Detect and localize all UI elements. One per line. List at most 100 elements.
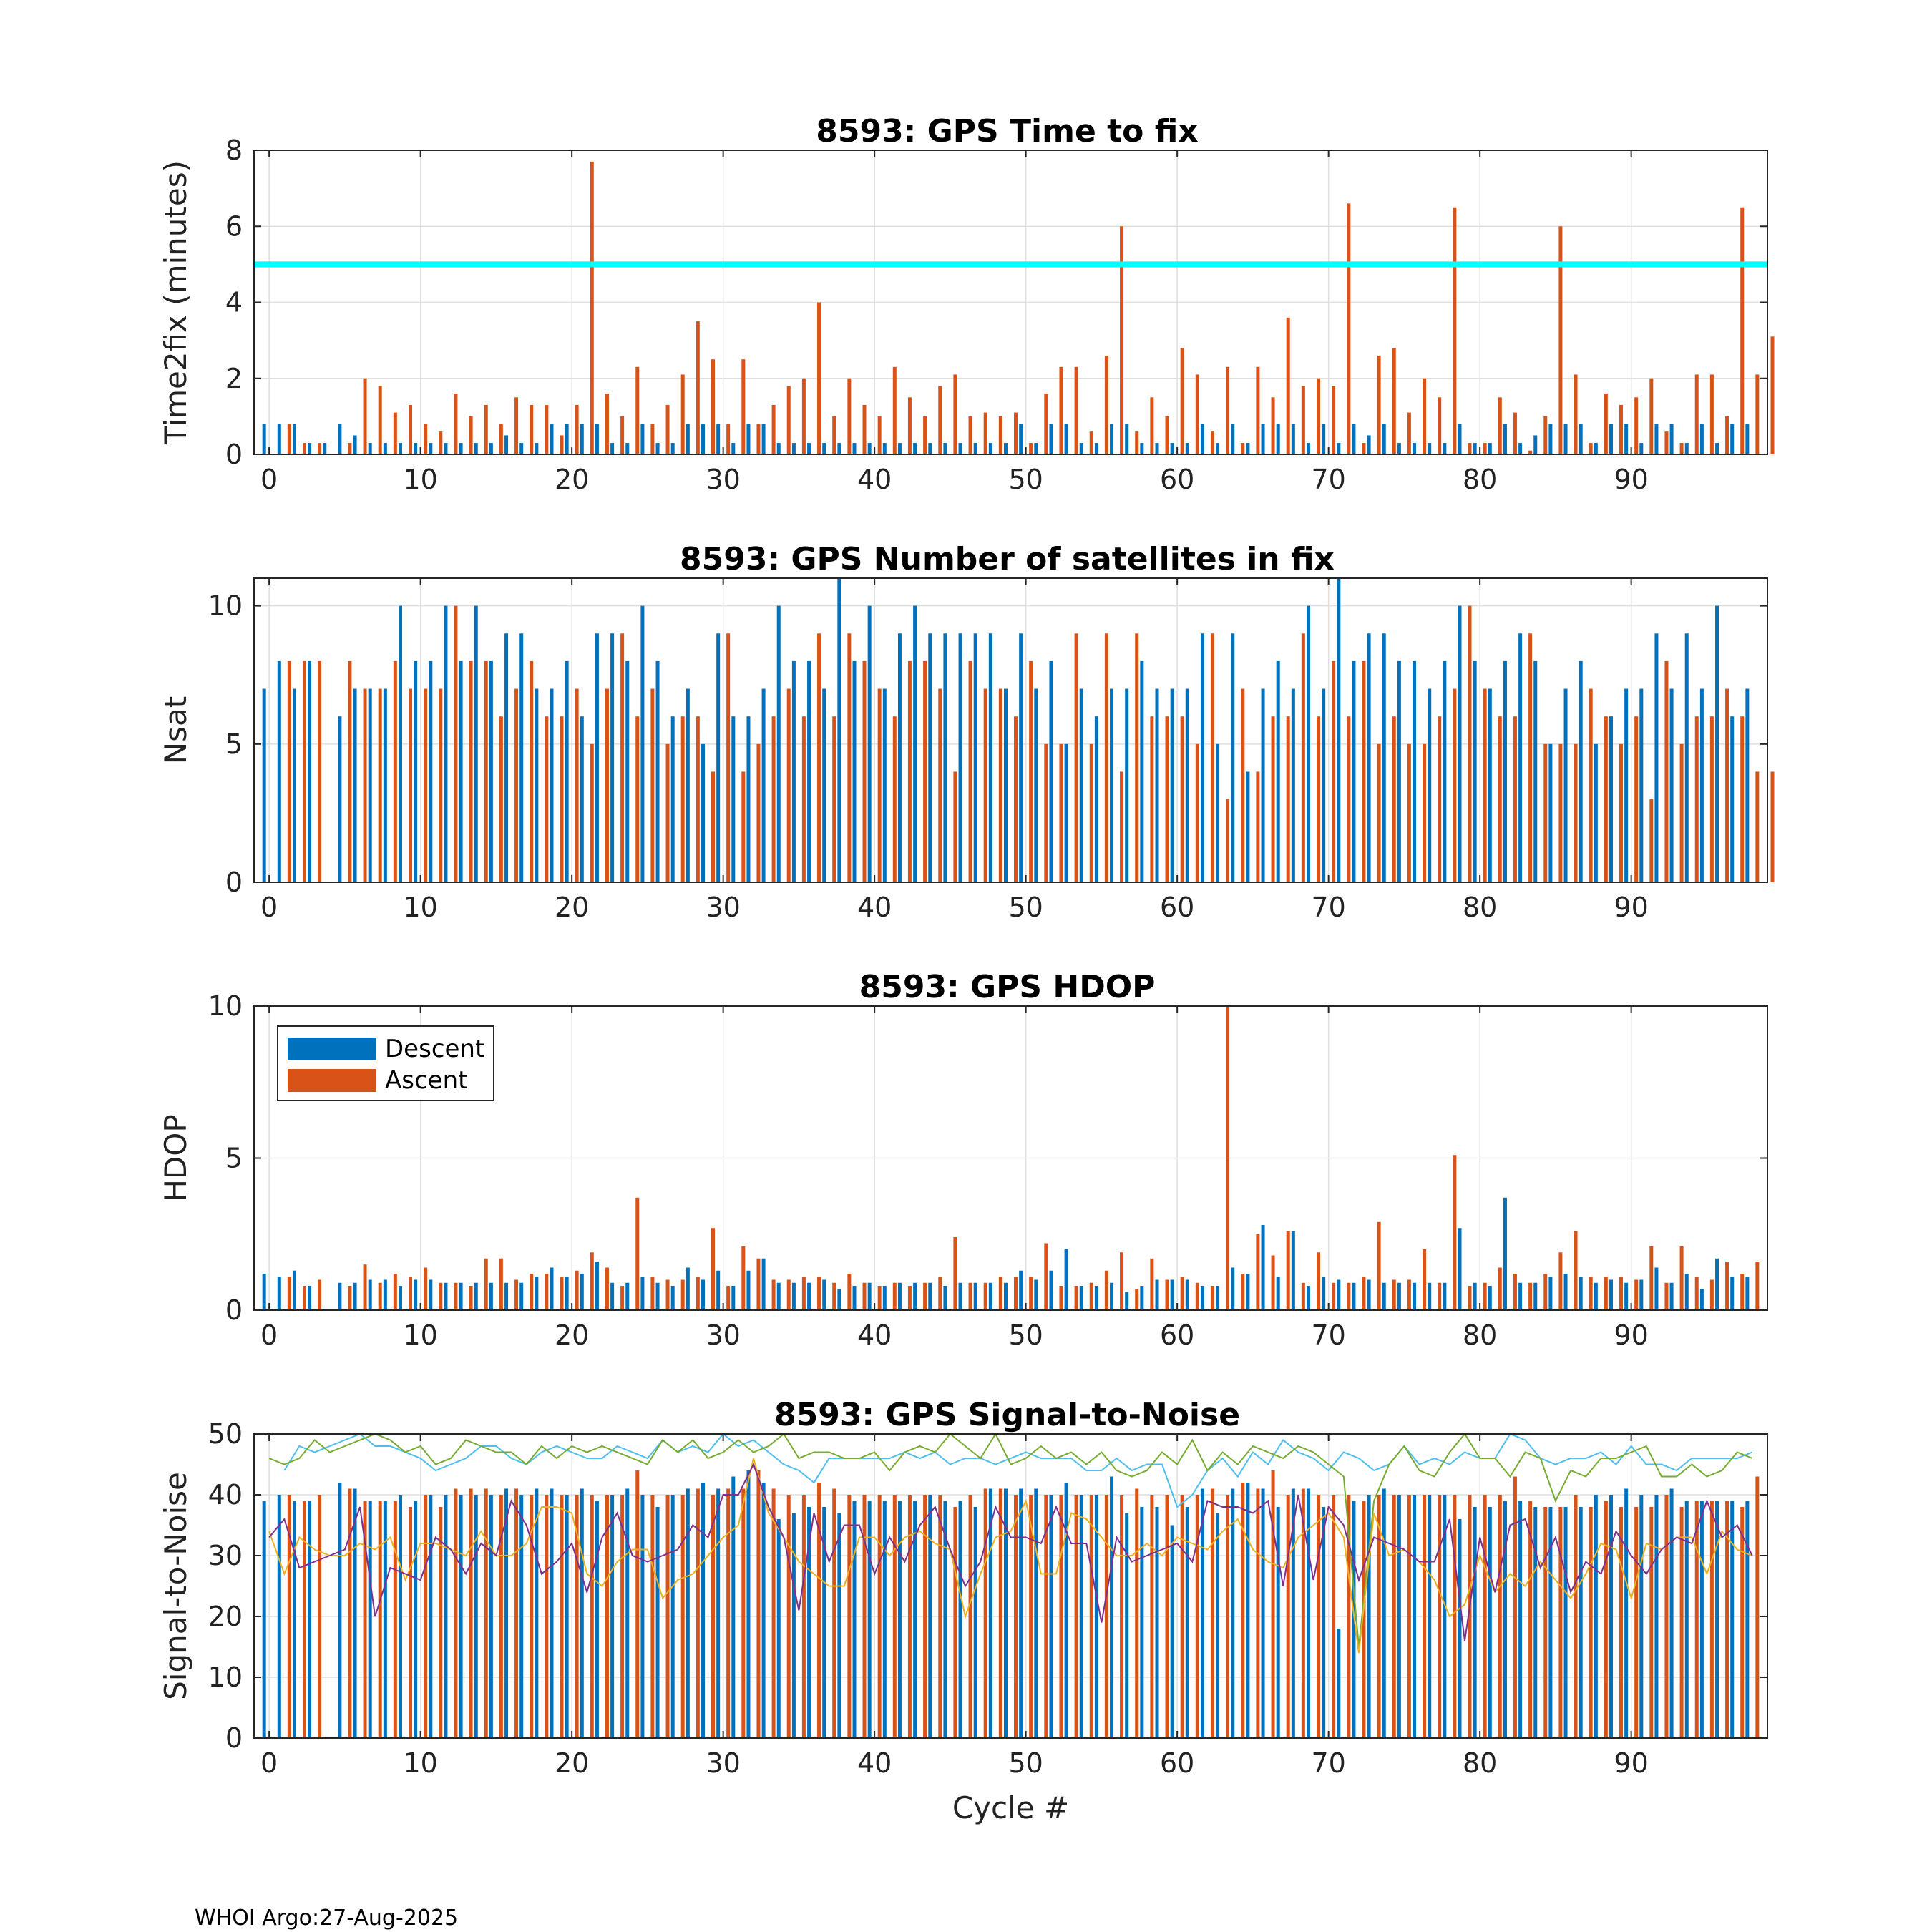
y-tick-label: 5 <box>225 728 243 760</box>
bar-ascent-50 <box>1029 660 1033 882</box>
bar-ascent-9 <box>409 404 412 454</box>
bar-descent-39 <box>852 660 857 882</box>
bar-descent-43 <box>913 443 917 454</box>
bar-ascent-29 <box>711 1228 715 1310</box>
x-tick-label: 60 <box>1160 1319 1194 1351</box>
bar-ascent-95 <box>1709 374 1714 454</box>
bar-ascent-35 <box>801 1495 806 1738</box>
bar-descent-17 <box>519 1282 524 1310</box>
bar-ascent-99 <box>1770 771 1775 882</box>
x-tick-label: 90 <box>1614 1319 1648 1351</box>
bar-ascent-95 <box>1709 1501 1714 1738</box>
bar-ascent-6 <box>363 1264 367 1310</box>
x-tick-label: 60 <box>1160 892 1194 923</box>
bar-ascent-30 <box>726 424 731 454</box>
bar-ascent-89 <box>1619 1277 1623 1310</box>
bar-descent-43 <box>913 1282 917 1310</box>
bar-descent-74 <box>1382 633 1386 882</box>
bar-descent-26 <box>655 443 660 454</box>
bar-descent-29 <box>701 743 705 882</box>
bar-descent-22 <box>595 1262 599 1310</box>
bar-ascent-70 <box>1332 1282 1336 1310</box>
bar-ascent-38 <box>847 1495 852 1738</box>
bar-series-ascent <box>287 605 1775 882</box>
x-tick-label: 40 <box>857 1747 892 1779</box>
bar-descent-18 <box>535 688 539 882</box>
bar-descent-82 <box>1503 424 1507 454</box>
x-tick-label: 90 <box>1614 1747 1648 1779</box>
y-tick-label: 5 <box>225 1143 243 1174</box>
bar-ascent-10 <box>424 424 428 454</box>
bar-descent-68 <box>1291 1231 1295 1310</box>
bar-descent-28 <box>686 424 690 454</box>
bar-descent-29 <box>701 424 705 454</box>
bar-ascent-42 <box>907 660 912 882</box>
bar-descent-61 <box>1185 688 1189 882</box>
bar-ascent-86 <box>1574 743 1578 882</box>
bar-descent-6 <box>353 1282 357 1310</box>
x-tick-label: 10 <box>403 892 437 923</box>
bar-descent-34 <box>776 1282 781 1310</box>
x-tick-label: 20 <box>555 464 589 495</box>
bar-ascent-41 <box>892 366 897 454</box>
bar-ascent-74 <box>1392 1495 1396 1738</box>
bar-descent-48 <box>988 443 992 454</box>
bar-descent-32 <box>746 1470 751 1738</box>
bar-ascent-72 <box>1362 443 1366 454</box>
bar-ascent-60 <box>1180 1277 1184 1310</box>
bar-descent-70 <box>1322 424 1326 454</box>
bar-ascent-49 <box>1014 412 1018 454</box>
bar-descent-25 <box>640 424 645 454</box>
bar-descent-70 <box>1322 688 1326 882</box>
bar-descent-49 <box>1004 1282 1008 1310</box>
bar-ascent-37 <box>832 1488 836 1738</box>
bar-descent-14 <box>474 605 478 882</box>
x-tick-label: 60 <box>1160 1747 1194 1779</box>
bar-descent-45 <box>943 1286 947 1310</box>
bar-ascent-51 <box>1044 394 1048 454</box>
bar-descent-35 <box>791 1513 796 1738</box>
bar-descent-10 <box>414 1279 418 1310</box>
bar-ascent-40 <box>877 1286 882 1310</box>
bar-descent-63 <box>1216 743 1220 882</box>
bar-descent-1 <box>277 1495 281 1738</box>
bar-descent-75 <box>1397 660 1401 882</box>
bar-descent-97 <box>1730 716 1735 882</box>
bar-descent-77 <box>1428 688 1432 882</box>
bar-descent-15 <box>489 1282 493 1310</box>
bar-ascent-58 <box>1150 716 1154 882</box>
bar-descent-25 <box>640 1495 645 1738</box>
bar-ascent-97 <box>1740 1274 1745 1310</box>
bar-descent-65 <box>1246 771 1250 882</box>
bar-descent-79 <box>1458 605 1462 882</box>
bar-ascent-56 <box>1120 1252 1124 1310</box>
chart-panel-1: 0 10 20 30 40 50 60 70 80 90 0 2 4 6 8 8593: GPS Time t… <box>158 113 1775 495</box>
bar-ascent-15 <box>499 424 503 454</box>
x-tick-label: 50 <box>1008 1747 1043 1779</box>
bar-ascent-91 <box>1649 378 1654 454</box>
bar-descent-71 <box>1337 578 1341 882</box>
bar-ascent-9 <box>409 1277 412 1310</box>
bar-ascent-36 <box>817 1483 821 1738</box>
bar-ascent-73 <box>1377 1495 1381 1738</box>
bar-descent-42 <box>897 1282 902 1310</box>
x-tick-label: 30 <box>706 464 740 495</box>
bar-descent-94 <box>1684 1274 1689 1310</box>
bar-descent-43 <box>913 1501 917 1738</box>
bar-ascent-55 <box>1104 1270 1108 1310</box>
bar-ascent-31 <box>741 771 746 882</box>
bar-descent-17 <box>519 1495 524 1738</box>
bar-ascent-27 <box>680 1279 685 1310</box>
bar-ascent-16 <box>514 688 519 882</box>
bar-ascent-2 <box>302 660 306 882</box>
bar-descent-55 <box>1094 716 1098 882</box>
bar-descent-48 <box>988 633 992 882</box>
bar-descent-90 <box>1624 688 1629 882</box>
bar-descent-5 <box>338 1282 342 1310</box>
bar-descent-65 <box>1246 443 1250 454</box>
bar-ascent-45 <box>953 1507 957 1738</box>
bar-ascent-81 <box>1498 1495 1502 1738</box>
bar-ascent-68 <box>1301 633 1305 882</box>
bar-descent-11 <box>429 1279 433 1310</box>
bar-descent-31 <box>731 443 736 454</box>
